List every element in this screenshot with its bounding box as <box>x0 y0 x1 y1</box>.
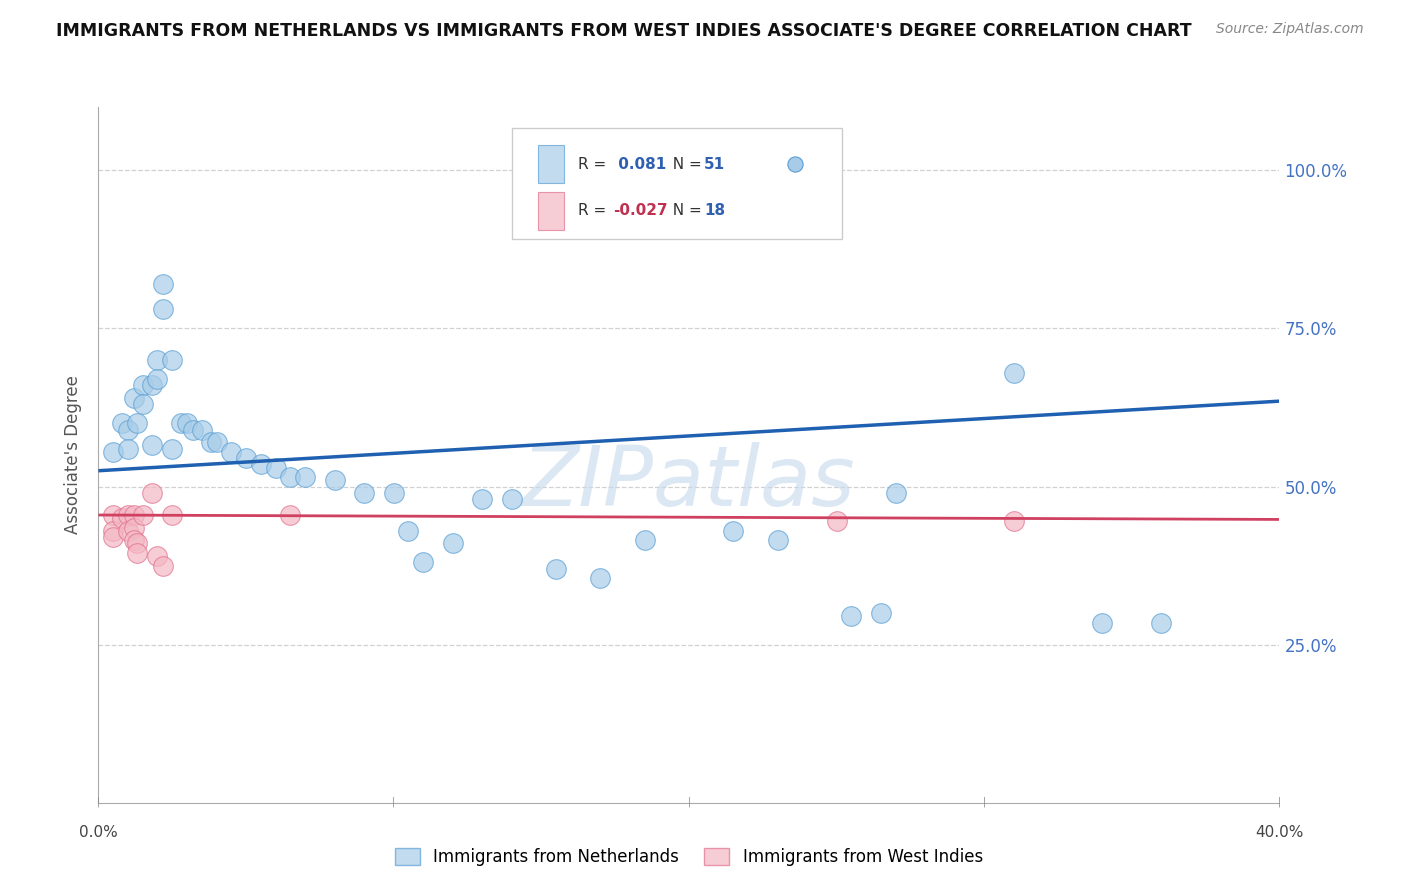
Point <box>122 391 145 405</box>
Point <box>471 492 494 507</box>
Point <box>162 442 183 456</box>
Point <box>353 486 375 500</box>
Point <box>122 533 145 548</box>
Point <box>111 511 134 525</box>
FancyBboxPatch shape <box>537 145 564 183</box>
Point <box>122 521 145 535</box>
Point <box>235 451 257 466</box>
Point <box>162 508 183 522</box>
Point <box>146 353 169 368</box>
Point <box>170 417 193 431</box>
Point <box>382 486 405 500</box>
Text: N =: N = <box>664 203 707 219</box>
Point <box>825 514 848 528</box>
Point <box>605 188 627 202</box>
FancyBboxPatch shape <box>512 128 842 239</box>
Point <box>152 277 174 292</box>
Point <box>117 508 139 522</box>
Point <box>264 460 287 475</box>
Text: N =: N = <box>664 157 707 171</box>
Point <box>323 473 346 487</box>
Point <box>200 435 222 450</box>
Point <box>132 378 155 392</box>
Point <box>146 372 169 386</box>
Point <box>117 423 139 437</box>
Text: R =: R = <box>578 157 612 171</box>
Point <box>125 536 148 550</box>
Point <box>1002 366 1025 380</box>
Point <box>1002 514 1025 528</box>
Text: 0.0%: 0.0% <box>79 825 118 840</box>
Text: IMMIGRANTS FROM NETHERLANDS VS IMMIGRANTS FROM WEST INDIES ASSOCIATE'S DEGREE CO: IMMIGRANTS FROM NETHERLANDS VS IMMIGRANT… <box>56 22 1192 40</box>
Point <box>250 458 273 472</box>
Point <box>162 353 183 368</box>
Text: |: | <box>688 797 690 807</box>
Point <box>546 562 568 576</box>
Point <box>152 302 174 317</box>
Point <box>141 378 163 392</box>
Legend: Immigrants from Netherlands, Immigrants from West Indies: Immigrants from Netherlands, Immigrants … <box>387 839 991 874</box>
Text: |: | <box>97 797 100 807</box>
Point <box>191 423 214 437</box>
Point <box>152 558 174 573</box>
Text: 51: 51 <box>704 157 725 171</box>
Point <box>103 508 125 522</box>
Point <box>141 438 163 452</box>
Text: |: | <box>1278 797 1281 807</box>
Point <box>278 508 302 522</box>
Text: 40.0%: 40.0% <box>1256 825 1303 840</box>
Point <box>141 486 163 500</box>
Point <box>723 524 745 538</box>
Point <box>396 524 419 538</box>
Point <box>412 556 434 570</box>
Point <box>441 536 464 550</box>
Point <box>181 423 204 437</box>
Text: 0.081: 0.081 <box>613 157 666 171</box>
Point <box>766 533 789 548</box>
Point <box>111 417 134 431</box>
Point <box>132 397 155 411</box>
Point <box>869 606 891 620</box>
Point <box>294 470 316 484</box>
Point <box>841 609 863 624</box>
Point <box>132 508 155 522</box>
Point <box>1150 615 1173 630</box>
Point <box>205 435 228 450</box>
Point <box>125 417 148 431</box>
Point <box>117 442 139 456</box>
Point <box>146 549 169 563</box>
Point <box>117 524 139 538</box>
Point <box>103 444 125 458</box>
Text: |: | <box>983 797 986 807</box>
Point <box>122 508 145 522</box>
Point <box>103 524 125 538</box>
Point <box>103 530 125 544</box>
Text: Source: ZipAtlas.com: Source: ZipAtlas.com <box>1216 22 1364 37</box>
Point <box>1091 615 1114 630</box>
Text: R =: R = <box>578 203 612 219</box>
Point <box>278 470 302 484</box>
Point <box>125 546 148 560</box>
Point <box>501 492 523 507</box>
Point <box>884 486 907 500</box>
Text: -0.027: -0.027 <box>613 203 668 219</box>
Y-axis label: Associate's Degree: Associate's Degree <box>65 376 83 534</box>
Text: ZIPatlas: ZIPatlas <box>522 442 856 524</box>
Point <box>633 533 655 548</box>
Text: |: | <box>392 797 395 807</box>
Point <box>219 444 242 458</box>
FancyBboxPatch shape <box>537 192 564 230</box>
Text: 18: 18 <box>704 203 725 219</box>
Point <box>589 571 612 585</box>
Point <box>176 417 198 431</box>
